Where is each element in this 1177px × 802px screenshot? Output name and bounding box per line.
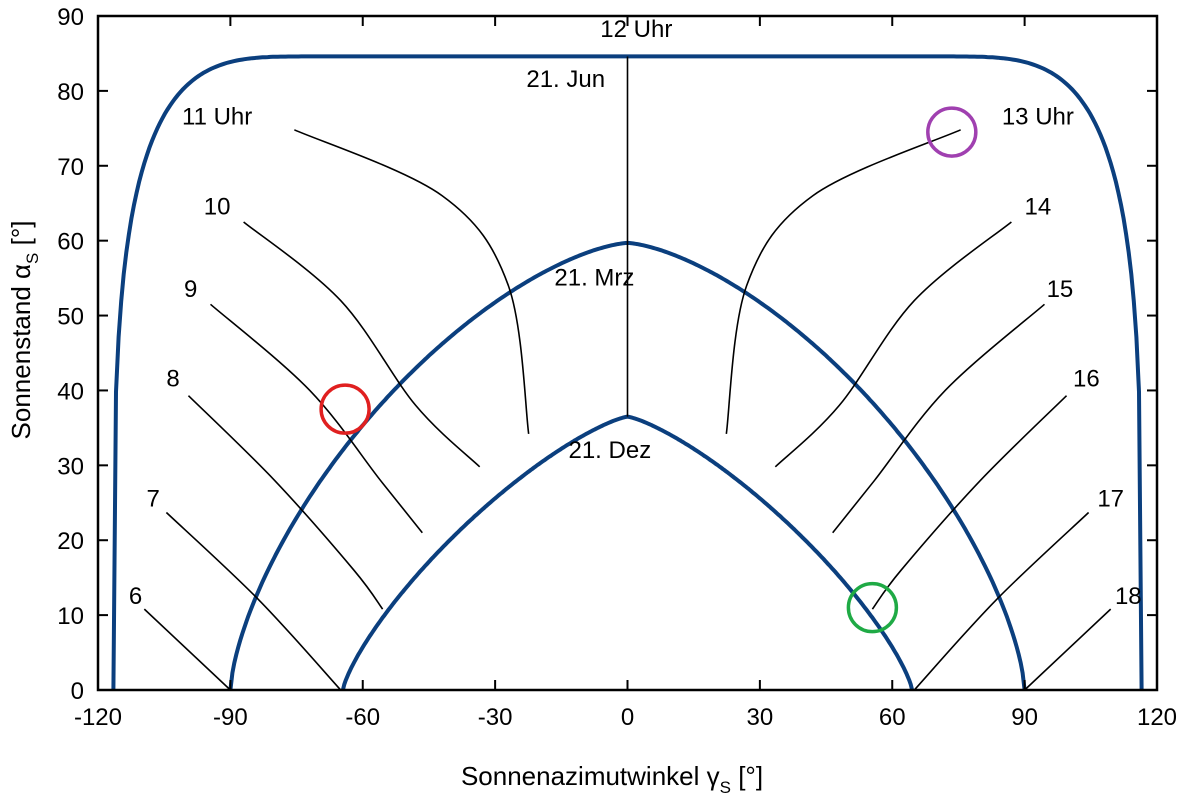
- hour-line-7: [165, 511, 342, 691]
- y-tick-label: 70: [57, 154, 84, 181]
- x-tick-label: 120: [1137, 704, 1177, 731]
- y-tick-label: 80: [57, 79, 84, 106]
- annotations: 21. Jun 21. Mrz 21. Dez 12 Uhr 11 Uhr 13 Uhr 1…: [129, 16, 1142, 610]
- plot-area: [111, 54, 1144, 691]
- hour-line-11-uhr: [294, 129, 530, 434]
- sun-path-label: 21. Jun: [526, 66, 605, 93]
- y-tick-label: 20: [57, 528, 84, 555]
- hour-line-15: [832, 303, 1046, 534]
- y-tick-label: 40: [57, 378, 84, 405]
- x-tick-label: 90: [1011, 704, 1038, 731]
- x-tick-label: 0: [621, 704, 634, 731]
- sun-path-label: 21. Mrz: [554, 265, 634, 292]
- red-circle-marker: [319, 383, 371, 435]
- hour-line-16: [871, 395, 1068, 610]
- y-tick-label: 50: [57, 304, 84, 331]
- hour-label: 18: [1115, 583, 1142, 610]
- hour-label: 6: [129, 583, 142, 610]
- hour-label: 11 Uhr: [182, 104, 252, 131]
- hour-label: 13 Uhr: [1002, 104, 1074, 131]
- x-axis-title: Sonnenazimutwinkel γS [°]: [461, 761, 763, 797]
- hour-line-14: [774, 221, 1012, 468]
- y-tick-label: 0: [71, 678, 84, 705]
- x-tick-label: -90: [213, 704, 248, 731]
- hour-line-6: [143, 608, 231, 691]
- x-tick-label: -120: [74, 704, 122, 731]
- hour-label: 10: [204, 193, 231, 220]
- hour-label: 12 Uhr: [600, 16, 672, 43]
- y-axis-title: Sonnenstand αS [°]: [6, 221, 42, 440]
- sun-path-label: 21. Dez: [568, 437, 651, 464]
- axis-ticks: [97, 15, 1158, 691]
- x-axis-title-unit: [°]: [731, 761, 763, 791]
- x-tick-label: 30: [747, 704, 774, 731]
- x-tick-label: -30: [478, 704, 513, 731]
- y-axis-title-main: Sonnenstand α: [6, 264, 36, 440]
- hour-line-10: [243, 221, 481, 468]
- tick-labels: -120 -90 -60 -30 0 30 60 90 120 0 10 20 30 40 50 60 70 80…: [57, 4, 1177, 731]
- hour-line-9: [209, 303, 423, 534]
- hour-label: 9: [184, 276, 197, 303]
- hour-line-17: [913, 511, 1090, 691]
- sun-path-21-jun: [111, 54, 1144, 691]
- x-axis-title-main: Sonnenazimutwinkel γ: [461, 761, 720, 791]
- hour-line-8: [187, 395, 384, 610]
- y-axis-title-sub: S: [23, 253, 42, 264]
- hour-line-13-uhr: [725, 129, 961, 434]
- hour-label: 16: [1073, 366, 1100, 393]
- hour-label: 8: [166, 366, 179, 393]
- x-tick-label: -60: [345, 704, 380, 731]
- hour-label: 17: [1097, 486, 1124, 513]
- x-tick-label: 60: [879, 704, 906, 731]
- purple-circle-marker: [926, 106, 978, 158]
- y-tick-label: 30: [57, 453, 84, 480]
- x-axis-title-sub: S: [720, 778, 731, 797]
- sun-path-21-dez: [340, 414, 915, 691]
- y-axis-title-unit: [°]: [6, 221, 36, 253]
- hour-label: 15: [1047, 276, 1074, 303]
- green-circle-marker: [846, 581, 899, 634]
- hour-line-18: [1024, 608, 1112, 691]
- y-tick-label: 60: [57, 229, 84, 256]
- y-tick-label: 90: [57, 4, 84, 31]
- y-tick-label: 10: [57, 603, 84, 630]
- hour-label: 7: [146, 486, 159, 513]
- hour-label: 14: [1025, 193, 1052, 220]
